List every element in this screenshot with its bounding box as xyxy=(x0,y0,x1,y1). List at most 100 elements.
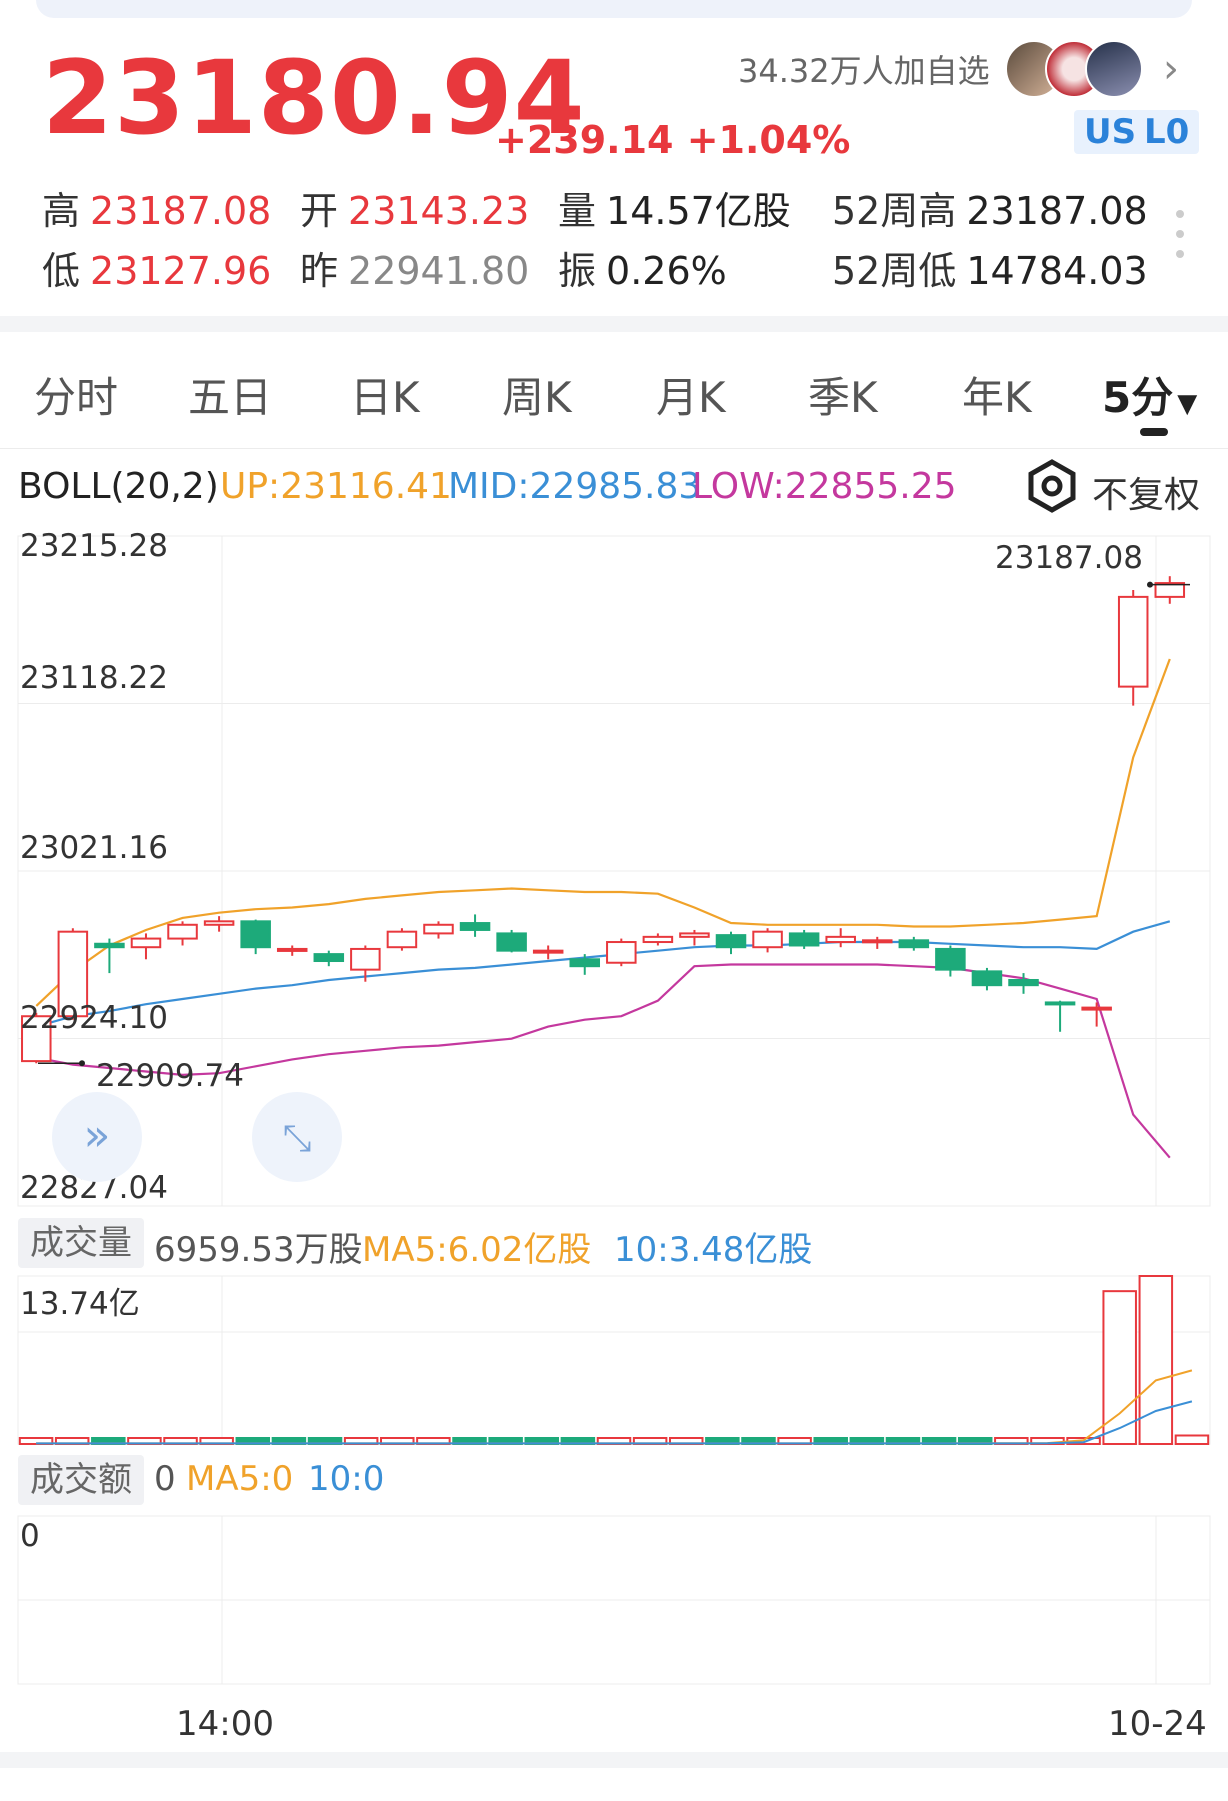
more-options-icon[interactable] xyxy=(1176,210,1184,270)
stat-52w-high: 52周高 23187.08 xyxy=(832,189,1148,233)
expand-diagonal-icon: ⤡ xyxy=(282,1118,312,1159)
candle-body xyxy=(313,953,345,963)
volume-ma5: MA5:6.02亿股 xyxy=(362,1230,592,1270)
candle-body xyxy=(130,937,162,949)
stat-amplitude: 振 0.26% xyxy=(558,249,727,293)
amount-ma5: MA5:0 xyxy=(186,1459,294,1499)
candle-body xyxy=(203,920,235,926)
candle-body xyxy=(606,941,637,964)
amount-axis-top: 0 xyxy=(20,1518,40,1554)
tab-5min-label: 5分 xyxy=(1102,373,1174,422)
adjust-settings-button[interactable] xyxy=(1024,458,1080,518)
gear-icon xyxy=(1028,459,1076,513)
volume-ma10-line xyxy=(36,1400,1193,1445)
tab-5min[interactable]: 5分 ▼ xyxy=(1102,364,1197,425)
tab-quarterly-k[interactable]: 季K xyxy=(808,373,878,422)
candle-body xyxy=(496,932,527,952)
expand-left-button[interactable]: » xyxy=(52,1092,142,1182)
candle-body xyxy=(57,930,89,1018)
candle-body xyxy=(825,935,856,944)
chevron-right-icon[interactable]: › xyxy=(1163,46,1179,92)
tabs-bottom-border xyxy=(0,448,1228,449)
candle-body xyxy=(679,932,710,938)
stat-low: 低 23127.96 xyxy=(42,249,272,293)
price-axis-label: 23215.28 xyxy=(20,528,168,564)
boll-up-value: UP:23116.41 xyxy=(220,466,452,507)
boll-upper-line xyxy=(35,658,1171,1007)
candle-body xyxy=(167,923,198,940)
time-axis-label: 14:00 xyxy=(176,1704,274,1744)
boll-mid-value: MID:22985.83 xyxy=(448,466,702,507)
volume-ma10: 10:3.48亿股 xyxy=(614,1230,813,1270)
low-price-marker: 22909.74 xyxy=(96,1058,244,1094)
price-axis-label: 23118.22 xyxy=(20,660,168,696)
bottom-divider xyxy=(0,1752,1228,1768)
price-change: +239.14 +1.04% xyxy=(495,118,851,162)
tab-yearly-k[interactable]: 年K xyxy=(962,373,1032,422)
candle-body xyxy=(642,935,674,944)
candle-body xyxy=(459,922,491,931)
volume-bar xyxy=(18,1437,54,1445)
candle-body xyxy=(1044,1001,1076,1006)
volume-panel-title[interactable]: 成交量 xyxy=(18,1218,144,1268)
candlestick-chart[interactable] xyxy=(0,520,1228,1210)
volume-chart[interactable] xyxy=(0,1270,1228,1450)
stat-open: 开 23143.23 xyxy=(300,189,530,233)
tab-monthly-k[interactable]: 月K xyxy=(656,373,726,422)
candle-body xyxy=(569,958,601,968)
high-marker-dot xyxy=(1147,581,1153,588)
volume-ma5-line xyxy=(36,1369,1193,1445)
candle-body xyxy=(715,934,747,949)
volume-bar xyxy=(1174,1434,1210,1446)
candle-body xyxy=(788,932,820,947)
level-badge: L0 xyxy=(1134,110,1200,154)
volume-axis-top: 13.74亿 xyxy=(20,1286,140,1322)
candle-body xyxy=(862,939,893,944)
fullscreen-button[interactable]: ⤡ xyxy=(252,1092,342,1182)
candle-body xyxy=(94,942,125,949)
candle-body xyxy=(971,970,1003,987)
candle-body xyxy=(752,930,783,949)
avatar xyxy=(1085,40,1143,98)
candle-body xyxy=(1154,582,1186,598)
time-axis-label: 10-24 xyxy=(1108,1704,1207,1744)
tab-weekly-k[interactable]: 周K xyxy=(502,373,572,422)
section-divider xyxy=(0,316,1228,332)
indicator-name[interactable]: BOLL(20,2) xyxy=(18,466,219,507)
caret-down-icon: ▼ xyxy=(1177,389,1198,419)
amount-value: 0 xyxy=(154,1459,176,1499)
low-marker-dot xyxy=(79,1060,85,1067)
volume-bar xyxy=(1102,1290,1137,1445)
price-axis-label: 22924.10 xyxy=(20,1000,168,1036)
candle-body xyxy=(935,947,966,971)
candle-body xyxy=(386,930,418,949)
high-price-marker: 23187.08 xyxy=(995,540,1143,576)
amount-chart[interactable] xyxy=(0,1510,1228,1690)
candle-body xyxy=(1117,595,1149,688)
stat-high: 高 23187.08 xyxy=(42,189,272,233)
watchers-count[interactable]: 34.32万人加自选 xyxy=(738,52,990,90)
candle-body xyxy=(1008,978,1039,987)
stat-prev-close: 昨 22941.80 xyxy=(300,249,530,293)
tab-five-day[interactable]: 五日 xyxy=(188,373,273,422)
price-axis-label: 23021.16 xyxy=(20,830,168,866)
tab-intraday[interactable]: 分时 xyxy=(34,373,119,422)
candle-body xyxy=(21,1015,52,1063)
candle-body xyxy=(423,923,454,935)
amount-panel-title[interactable]: 成交额 xyxy=(18,1455,144,1505)
candle-body xyxy=(532,949,564,954)
active-tab-indicator xyxy=(1140,428,1168,436)
candle-body xyxy=(350,947,381,971)
volume-value: 6959.53万股 xyxy=(154,1230,363,1270)
double-chevron-right-icon: » xyxy=(83,1110,111,1161)
candle-body xyxy=(1081,1006,1112,1011)
volume-bar xyxy=(1138,1275,1174,1445)
tab-daily-k[interactable]: 日K xyxy=(350,373,420,422)
watcher-avatars[interactable] xyxy=(1005,40,1145,98)
chart-frame xyxy=(17,1275,1211,1445)
candle-body xyxy=(276,947,308,952)
top-bar xyxy=(36,0,1192,18)
last-price: 23180.94 xyxy=(42,39,586,158)
adjust-mode-label[interactable]: 不复权 xyxy=(1092,475,1201,516)
boll-low-value: LOW:22855.25 xyxy=(692,466,957,507)
